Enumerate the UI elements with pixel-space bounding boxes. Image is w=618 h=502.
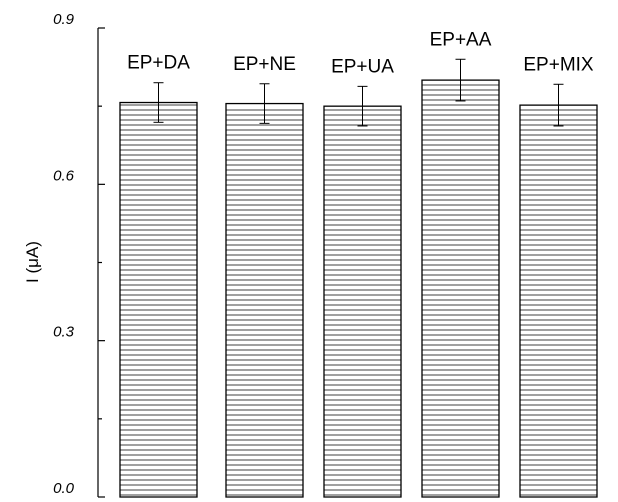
bar-group: EP+UA [323,56,402,498]
bar-group: EP+MIX [519,54,598,498]
y-tick-label: 0.0 [53,480,75,497]
y-tick-label: 0.9 [53,11,75,28]
bar-category-label: EP+MIX [523,54,594,75]
bars: EP+DA EP+NE EP+UA EP+AA EP+MIX [119,29,598,498]
bar-group: EP+DA [119,53,198,498]
y-axis: 0.0 0.3 0.6 0.9 [53,11,105,498]
bar [421,79,500,498]
bar-group: EP+NE [225,54,304,498]
bar-category-label: EP+NE [233,54,296,75]
bar-group: EP+AA [421,29,500,498]
bar [519,104,598,498]
bar-category-label: EP+AA [430,29,492,50]
bar-category-label: EP+UA [331,56,394,77]
y-axis-label: I (μA) [23,241,42,283]
y-tick-label: 0.3 [53,324,75,341]
y-tick-label: 0.6 [53,167,75,184]
bar-category-label: EP+DA [127,53,190,74]
